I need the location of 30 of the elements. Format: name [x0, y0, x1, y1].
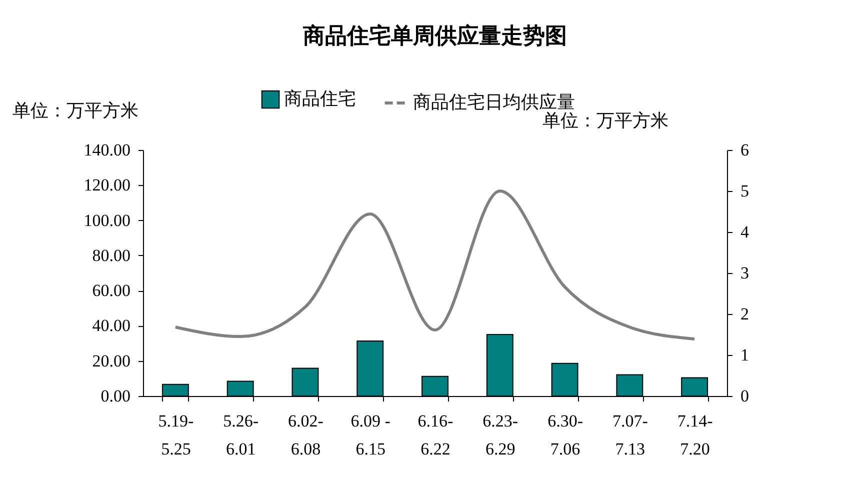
- legend-label: 商品住宅日均供应量: [413, 92, 575, 112]
- chart-title: 商品住宅单周供应量走势图: [302, 23, 567, 48]
- y-tick-label: 80.00: [92, 246, 130, 265]
- x-tick-label: 6.02- 6.08: [288, 412, 324, 458]
- y-tick-label: 20.00: [92, 351, 130, 370]
- x-tick-label: 6.16- 6.22: [418, 412, 454, 458]
- x-tick-label: 6.09 - 6.15: [350, 412, 391, 458]
- y-tick-label: 0.00: [100, 386, 130, 406]
- y2-tick-label: 1: [740, 346, 749, 364]
- y-tick-label: 120.00: [84, 176, 130, 195]
- x-tick-label: 6.30- 7.06: [548, 412, 584, 458]
- y2-tick-label: 5: [740, 182, 749, 200]
- y2-tick-label: 0: [740, 386, 749, 406]
- y-tick-label: 40.00: [92, 316, 130, 336]
- y2-tick-label: 2: [740, 304, 749, 324]
- y-axis-title: 单位：万平方米: [12, 100, 138, 120]
- x-tick-label: 5.26- 6.01: [223, 412, 259, 458]
- x-tick-label: 6.23- 6.29: [482, 412, 518, 458]
- y2-tick-label: 6: [740, 140, 749, 160]
- line-series: [174, 190, 696, 341]
- x-tick-label: 7.14- 7.20: [677, 412, 714, 458]
- x-tick-label: 7.07- 7.13: [612, 412, 648, 458]
- y-tick-label: 60.00: [92, 281, 130, 300]
- y2-tick-label: 3: [740, 264, 749, 282]
- x-tick-label: 5.19- 5.25: [158, 412, 194, 458]
- y-tick-label: 100.00: [84, 210, 130, 230]
- y2-tick-label: 4: [740, 222, 750, 242]
- legend-label: 商品住宅: [284, 88, 356, 108]
- y2-axis-title: 单位：万平方米: [542, 110, 668, 130]
- y-tick-label: 140.00: [84, 140, 130, 160]
